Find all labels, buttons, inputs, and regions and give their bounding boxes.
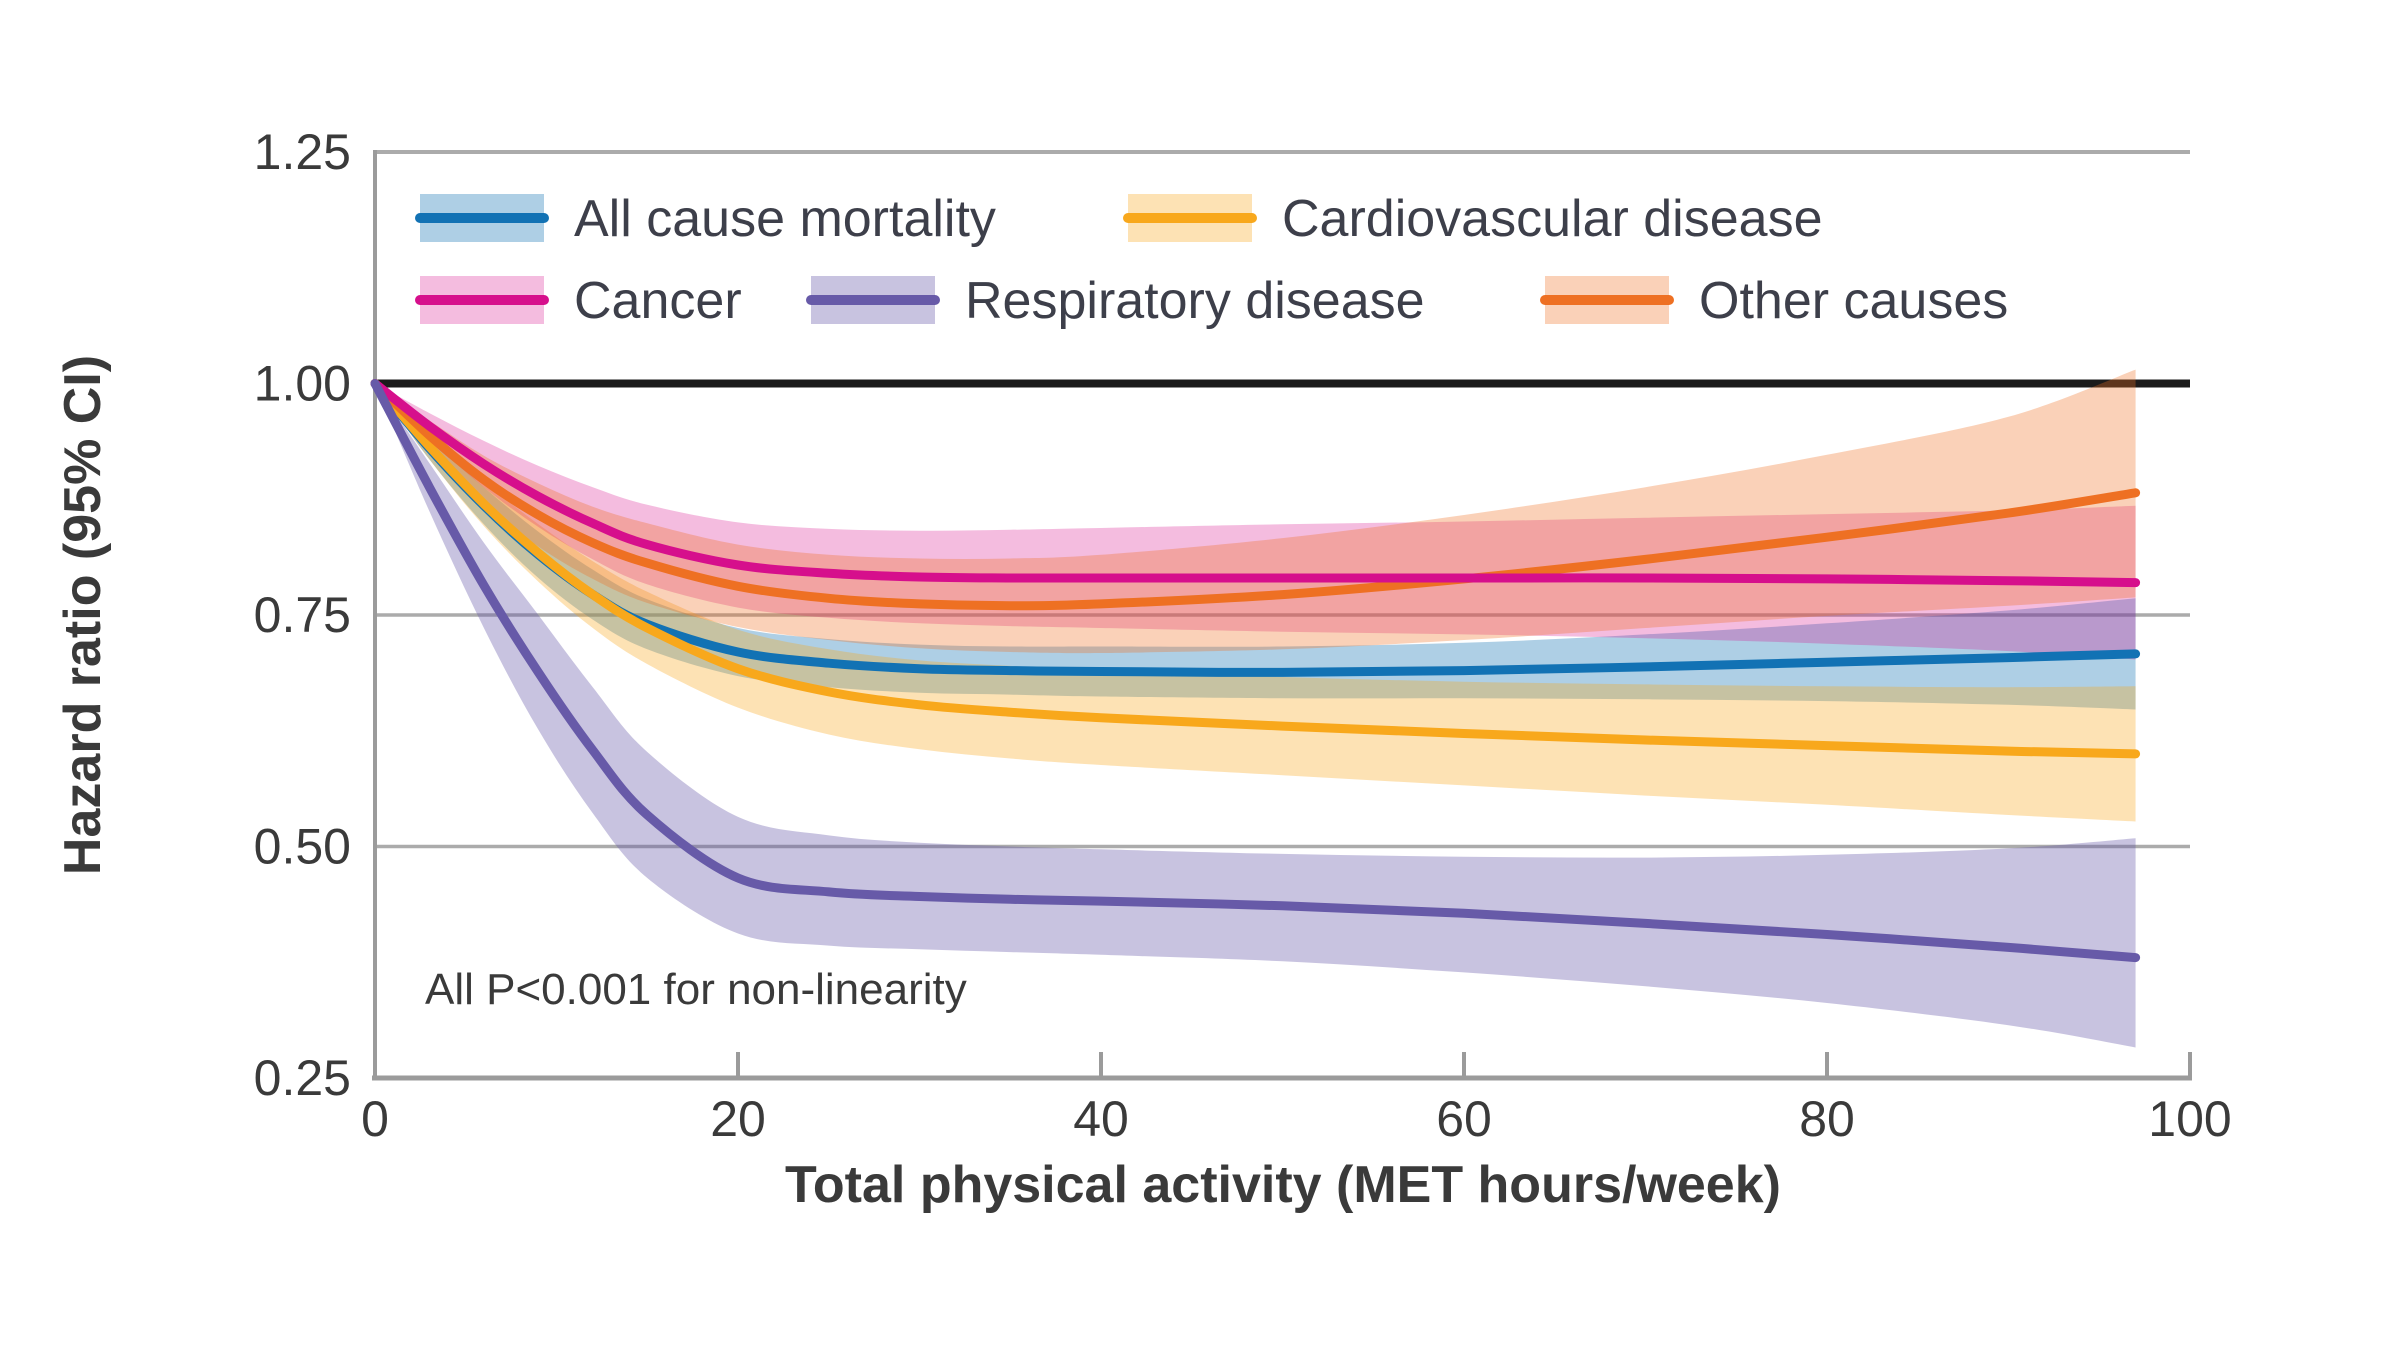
ci-band-all-cause-mortality (375, 383, 2136, 710)
ci-band-cancer (375, 383, 2136, 660)
y-tick-label-0.50: 0.50 (254, 819, 351, 875)
y-tick-label-0.75: 0.75 (254, 587, 351, 643)
y-tick-label-0.25: 0.25 (254, 1050, 351, 1106)
legend-swatch-line-cancer (415, 295, 549, 305)
legend-label-all-cause-mortality: All cause mortality (574, 190, 996, 248)
legend-label-respiratory-disease: Respiratory disease (965, 272, 1425, 330)
legend-swatch-line-all-cause-mortality (415, 213, 549, 223)
y-tick-label-1.25: 1.25 (254, 124, 351, 180)
curve-cancer (370, 379, 2141, 588)
x-tick-label-40: 40 (1073, 1091, 1129, 1147)
plot-area: 1.25 1.00 0.75 0.50 0.250 20 40 60 80 100 All caus… (254, 124, 2232, 1147)
x-tick-label-100: 100 (2148, 1091, 2231, 1147)
y-tick-label-1.00: 1.00 (254, 356, 351, 412)
x-tick-label-0: 0 (361, 1091, 389, 1147)
legend-swatch-line-other-causes (1540, 295, 1674, 305)
legend-swatch-line-respiratory-disease (806, 295, 940, 305)
legend-label-cardiovascular-disease: Cardiovascular disease (1282, 190, 1823, 248)
legend-swatch-line-cardiovascular-disease (1123, 213, 1257, 223)
x-tick-label-60: 60 (1436, 1091, 1492, 1147)
curve-respiratory-disease (370, 379, 2141, 963)
ci-band-cardiovascular-disease (375, 383, 2136, 822)
y-axis-title: Hazard ratio (95% CI) (54, 355, 112, 875)
x-tick-label-80: 80 (1799, 1091, 1855, 1147)
legend-label-cancer: Cancer (574, 272, 742, 330)
curve-other-causes (370, 379, 2141, 611)
x-tick-label-20: 20 (710, 1091, 766, 1147)
ci-band-respiratory-disease (375, 383, 2136, 1048)
legend-label-other-causes: Other causes (1699, 272, 2008, 330)
curve-cardiovascular-disease (370, 379, 2141, 759)
x-axis-title: Total physical activity (MET hours/week) (785, 1156, 1781, 1214)
nonlinearity-annotation: All P<0.001 for non-linearity (425, 965, 967, 1014)
